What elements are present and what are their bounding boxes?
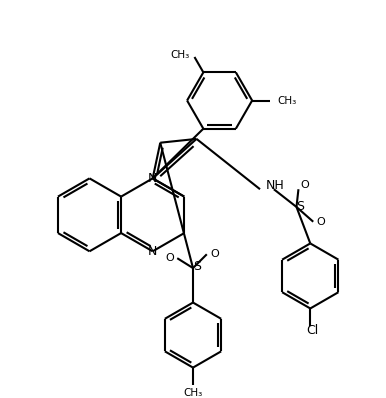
Text: CH₃: CH₃ (278, 96, 297, 105)
Text: S: S (296, 201, 305, 213)
Text: O: O (300, 180, 309, 190)
Text: N: N (148, 245, 157, 258)
Text: NH: NH (266, 179, 285, 192)
Text: CH₃: CH₃ (183, 388, 203, 398)
Text: O: O (317, 217, 325, 227)
Text: CH₃: CH₃ (170, 50, 190, 60)
Text: O: O (210, 249, 219, 259)
Text: N: N (148, 172, 157, 185)
Text: O: O (165, 253, 174, 263)
Text: Cl: Cl (306, 324, 318, 337)
Text: S: S (193, 259, 201, 273)
